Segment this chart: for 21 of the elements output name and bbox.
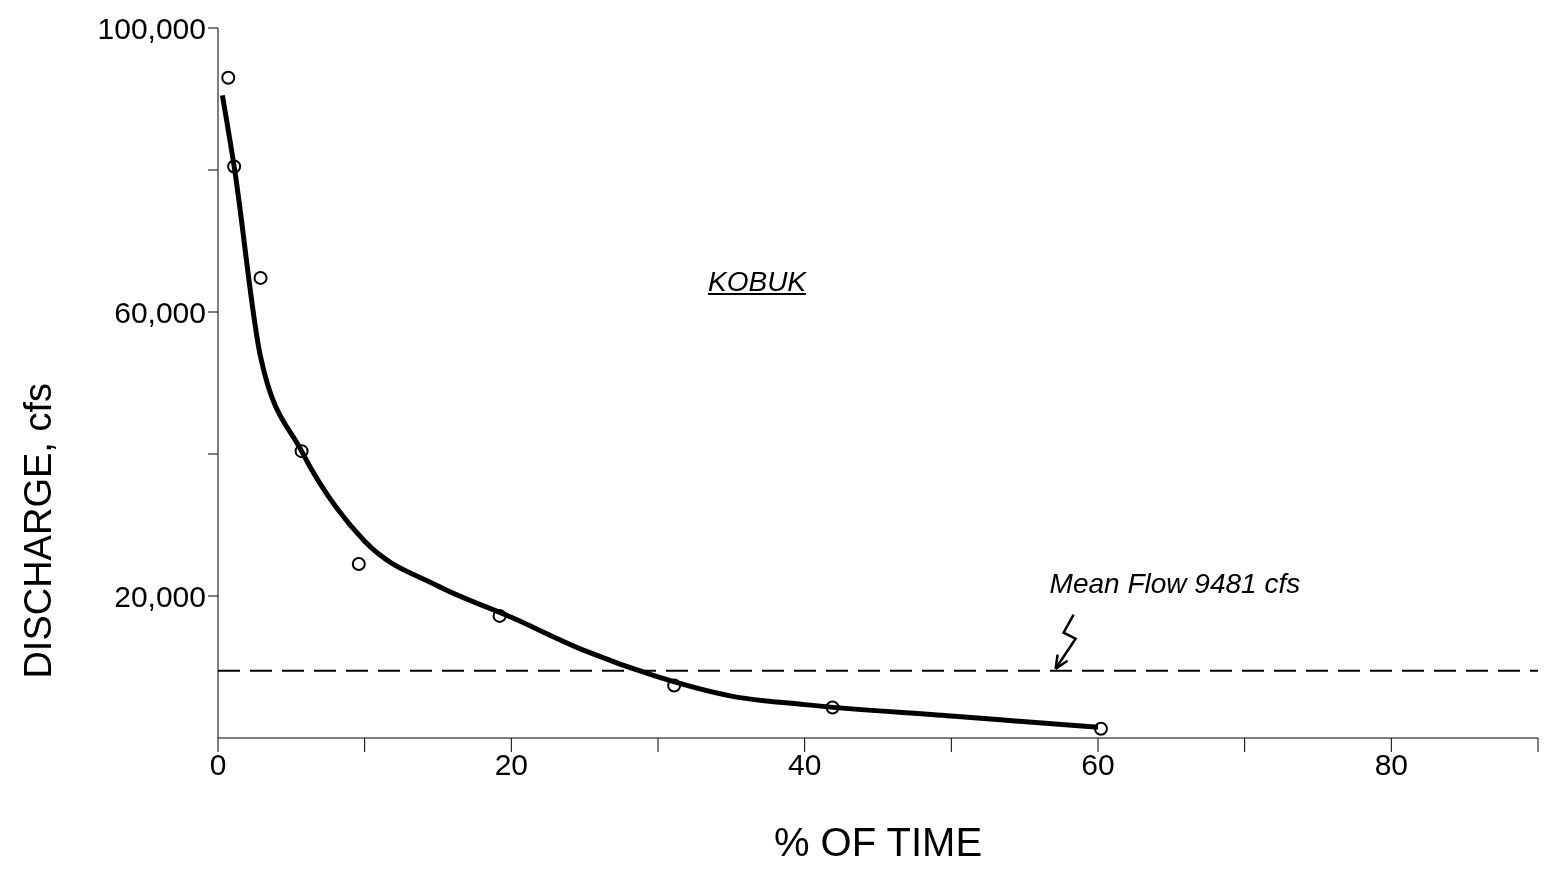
- y-tick-label: 100,000: [97, 11, 206, 45]
- x-tick-label: 40: [787, 748, 822, 782]
- ref-line-label: Mean Flow 9481 cfs: [1049, 567, 1301, 599]
- point: [227, 159, 242, 174]
- point: [667, 678, 682, 693]
- point: [294, 444, 309, 459]
- point: [492, 608, 507, 623]
- point: [351, 557, 366, 572]
- x-tick-label: 60: [1081, 748, 1115, 782]
- point: [825, 700, 840, 715]
- x-axis-title: % OF TIME: [773, 820, 983, 865]
- y-tick-label: 60,000: [114, 295, 206, 329]
- annotation: KOBUK: [708, 266, 807, 298]
- y-axis-title: DISCHARGE, cfs: [17, 383, 60, 679]
- x-tick-label: 0: [209, 748, 227, 782]
- point: [253, 270, 268, 285]
- x-tick-label: 80: [1374, 748, 1409, 782]
- x-tick-label: 20: [494, 748, 529, 782]
- y-tick-label: 20,000: [114, 579, 206, 613]
- point: [1093, 721, 1108, 736]
- point: [221, 70, 236, 85]
